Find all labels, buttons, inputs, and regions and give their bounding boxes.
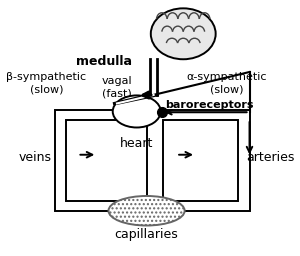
Text: capillaries: capillaries [115,228,178,241]
Text: vagal
(fast): vagal (fast) [102,76,132,99]
Text: α-sympathetic
(slow): α-sympathetic (slow) [187,72,267,95]
Ellipse shape [113,95,161,127]
Text: β-sympathetic
(slow): β-sympathetic (slow) [6,72,86,95]
Text: heart: heart [120,137,153,150]
Bar [66,120,147,200]
Text: baroreceptors: baroreceptors [165,100,253,110]
Text: arteries: arteries [247,151,295,164]
Bar [164,120,238,200]
Ellipse shape [109,196,184,226]
Bar [55,110,250,211]
Ellipse shape [151,8,216,59]
Text: medulla: medulla [76,55,133,68]
Text: veins: veins [19,151,52,164]
